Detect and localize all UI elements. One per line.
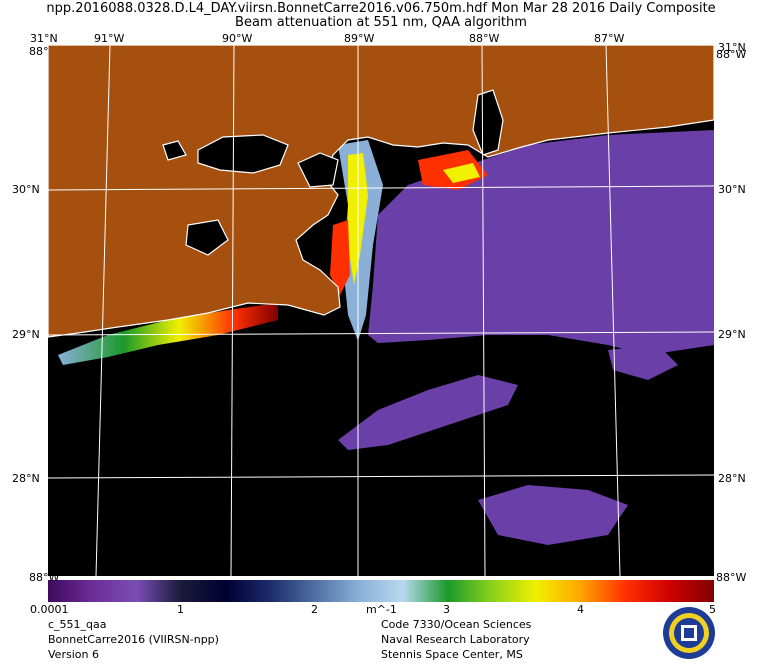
- colorbar-tick-1: 1: [177, 603, 184, 616]
- graticule: [48, 45, 714, 576]
- lake-small: [162, 140, 187, 161]
- title-line-1: npp.2016088.0328.D.L4_DAY.viirsn.BonnetC…: [46, 1, 716, 16]
- lat-label-30n-right: 30°N: [718, 183, 746, 196]
- lon-label-87w: 87°W: [594, 32, 625, 45]
- footer-code: Code 7330/Ocean Sciences: [381, 618, 532, 631]
- lon-label-89w: 89°W: [344, 32, 375, 45]
- footer-product: c_551_qaa: [48, 618, 107, 631]
- colorbar-tick-2: 2: [311, 603, 318, 616]
- colorbar-unit: m^-1: [366, 603, 397, 616]
- lat-label-28n-right: 28°N: [718, 472, 746, 485]
- mississippi-plume-high: [330, 220, 350, 295]
- footer-version: Version 6: [48, 648, 99, 661]
- sound-plume-yellow: [443, 163, 480, 183]
- lat-label-29n-left: 29°N: [12, 328, 40, 341]
- lat-label-29n-right: 29°N: [718, 328, 746, 341]
- nrl-seal-icon: [663, 607, 715, 659]
- lon-label-90w: 90°W: [222, 32, 253, 45]
- lon-label-91w: 91°W: [94, 32, 125, 45]
- colorbar-tick-3: 3: [443, 603, 450, 616]
- top-left-lat-label: 31°N: [30, 32, 58, 45]
- barataria-bay: [185, 219, 229, 256]
- lat-label-30n-left: 30°N: [12, 183, 40, 196]
- colorbar-tick-5: 5: [709, 603, 716, 616]
- colorbar-tick-4: 4: [577, 603, 584, 616]
- lake-borgne: [297, 152, 339, 188]
- lon-label-88w: 88°W: [469, 32, 500, 45]
- corner-label-top-right: 88°W: [716, 48, 747, 61]
- colorbar-tick-0: 0.0001: [30, 603, 69, 616]
- mobile-bay: [472, 89, 504, 156]
- lat-label-28n-left: 28°N: [12, 472, 40, 485]
- footer-lab: Naval Research Laboratory: [381, 633, 530, 646]
- ocean-patch-southeast: [478, 485, 628, 545]
- ocean-patch-east: [608, 345, 678, 380]
- footer-location: Stennis Space Center, MS: [381, 648, 523, 661]
- ocean-patch-south: [338, 375, 518, 450]
- colorbar: [48, 580, 714, 602]
- top-right-lat-label: 31°N: [718, 41, 746, 54]
- satellite-map: [48, 45, 714, 576]
- lake-pontchartrain: [197, 134, 289, 174]
- land-mass: [48, 45, 714, 338]
- title-line-2: Beam attenuation at 551 nm, QAA algorith…: [235, 15, 527, 30]
- footer-region: BonnetCarre2016 (VIIRSN-npp): [48, 633, 219, 646]
- colorbar-gradient: [48, 580, 714, 602]
- corner-label-bottom-right: 88°W: [716, 571, 747, 584]
